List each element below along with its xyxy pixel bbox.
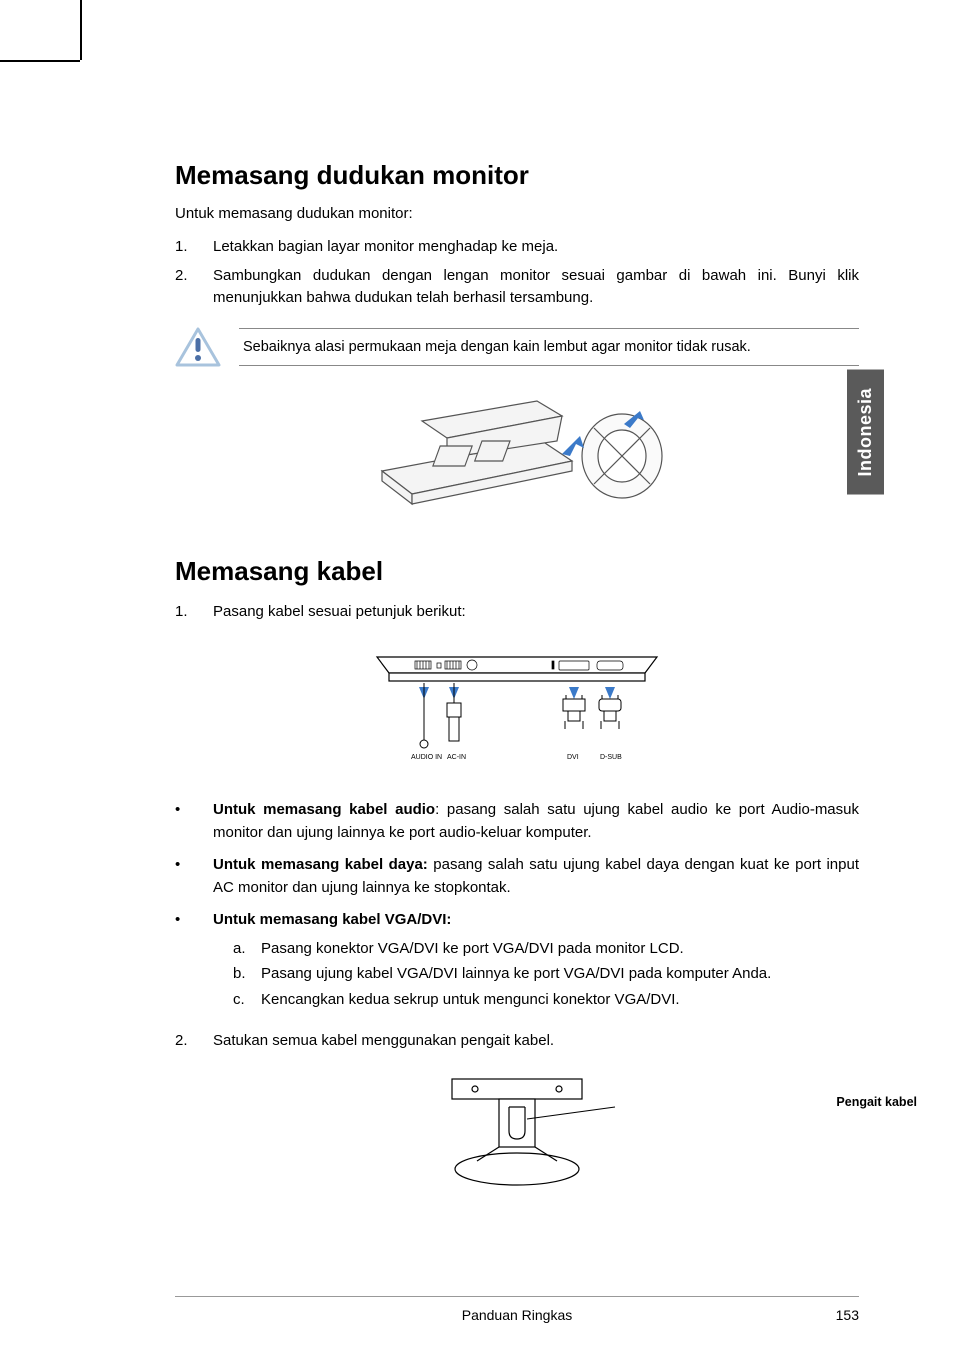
step-text: Satukan semua kabel menggunakan pengait … [213, 1030, 859, 1053]
list-item: a.Pasang konektor VGA/DVI ke port VGA/DV… [233, 938, 859, 961]
list-item: 1. Pasang kabel sesuai petunjuk berikut: [175, 601, 859, 624]
sub-list: a.Pasang konektor VGA/DVI ke port VGA/DV… [233, 938, 859, 1012]
list-item: 2. Sambungkan dudukan dengan lengan moni… [175, 265, 859, 310]
language-tab: Indonesia [847, 370, 884, 495]
section2-step1: 1. Pasang kabel sesuai petunjuk berikut: [175, 601, 859, 624]
step-text: Pasang kabel sesuai petunjuk berikut: [213, 601, 859, 624]
section2-bullets: • Untuk memasang kabel audio: pasang sal… [175, 799, 859, 1014]
list-item: • Untuk memasang kabel daya: pasang sala… [175, 854, 859, 899]
step-text: Sambungkan dudukan dengan lengan monitor… [213, 265, 859, 310]
hook-label: Pengait kabel [836, 1095, 917, 1109]
section1-intro: Untuk memasang dudukan monitor: [175, 205, 859, 222]
list-item: • Untuk memasang kabel VGA/DVI: a.Pasang… [175, 909, 859, 1014]
list-item: • Untuk memasang kabel audio: pasang sal… [175, 799, 859, 844]
figure-ports: AUDIO IN AC-IN DVI D-SUB [175, 639, 859, 769]
list-item: 1. Letakkan bagian layar monitor menghad… [175, 236, 859, 259]
step-number: 1. [175, 236, 213, 259]
section2-step2: 2. Satukan semua kabel menggunakan penga… [175, 1030, 859, 1053]
figure-stand-assembly [175, 386, 859, 526]
step-number: 2. [175, 1030, 213, 1053]
section1-heading: Memasang dudukan monitor [175, 160, 859, 191]
list-item: c.Kencangkan kedua sekrup untuk mengunci… [233, 989, 859, 1012]
list-item: 2. Satukan semua kabel menggunakan penga… [175, 1030, 859, 1053]
port-label-dvi: DVI [567, 754, 579, 761]
step-number: 1. [175, 601, 213, 624]
caution-note: Sebaiknya alasi permukaan meja dengan ka… [175, 326, 859, 368]
footer-title: Panduan Ringkas [462, 1307, 573, 1323]
list-item: b.Pasang ujung kabel VGA/DVI lainnya ke … [233, 963, 859, 986]
port-label-dsub: D-SUB [600, 754, 622, 761]
bullet-marker: • [175, 854, 213, 899]
step-number: 2. [175, 265, 213, 310]
bullet-marker: • [175, 909, 213, 1014]
footer-page-number: 153 [836, 1307, 859, 1323]
bullet-text: Untuk memasang kabel audio: pasang salah… [213, 799, 859, 844]
port-label-audio: AUDIO IN [411, 754, 442, 761]
bullet-marker: • [175, 799, 213, 844]
step-text: Letakkan bagian layar monitor menghadap … [213, 236, 859, 259]
caution-text: Sebaiknya alasi permukaan meja dengan ka… [239, 328, 859, 366]
section2-heading: Memasang kabel [175, 556, 859, 587]
main-content: Memasang dudukan monitor Untuk memasang … [175, 160, 859, 1189]
page-footer: Panduan Ringkas 153 [175, 1296, 859, 1323]
caution-icon [175, 326, 221, 368]
section1-steps: 1. Letakkan bagian layar monitor menghad… [175, 236, 859, 310]
bullet-text: Untuk memasang kabel VGA/DVI: a.Pasang k… [213, 909, 859, 1014]
page-container: Indonesia Memasang dudukan monitor Untuk… [0, 0, 954, 1363]
bullet-text: Untuk memasang kabel daya: pasang salah … [213, 854, 859, 899]
port-label-ac: AC-IN [447, 754, 466, 761]
figure-cable-hook: Pengait kabel [175, 1069, 859, 1189]
